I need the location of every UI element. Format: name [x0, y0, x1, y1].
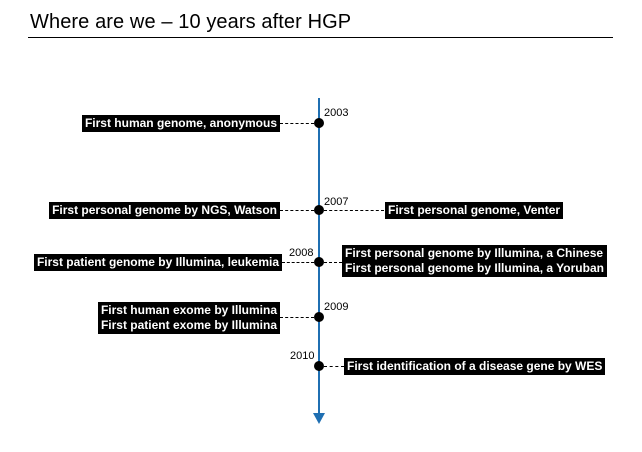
year-label-2010: 2010	[290, 350, 315, 362]
milestone-dot-2003	[314, 118, 324, 128]
timeline-axis	[318, 98, 320, 414]
event-text: First personal genome by Illumina, a Yor…	[345, 261, 604, 275]
connector-2007-left	[280, 210, 314, 211]
title-underline	[28, 37, 613, 38]
event-chinese-yoruban-genomes: First personal genome by Illumina, a Chi…	[342, 245, 607, 277]
event-watson-genome: First personal genome by NGS, Watson	[49, 202, 280, 219]
timeline-arrowhead	[313, 413, 325, 424]
milestone-dot-2008	[314, 257, 324, 267]
connector-2008-left	[282, 262, 314, 263]
event-text: First patient genome by Illumina, leukem…	[36, 255, 279, 269]
event-venter-genome: First personal genome, Venter	[385, 202, 564, 219]
event-first-exomes: First human exome by Illumina First pati…	[97, 302, 280, 334]
year-label-2009: 2009	[324, 301, 349, 313]
event-text: First human genome, anonymous	[84, 116, 277, 130]
event-text: First identification of a disease gene b…	[347, 359, 603, 373]
year-label-2003: 2003	[324, 107, 349, 119]
year-label-2008: 2008	[289, 247, 314, 259]
event-text: First personal genome, Venter	[388, 203, 561, 217]
slide-title: Where are we – 10 years after HGP	[30, 11, 352, 33]
connector-2009-left	[280, 317, 314, 318]
milestone-dot-2007	[314, 205, 324, 215]
event-text: First human exome by Illumina	[100, 303, 277, 317]
event-text: First patient exome by Illumina	[100, 318, 277, 332]
event-leukemia-genome: First patient genome by Illumina, leukem…	[33, 254, 282, 271]
connector-2007-right	[324, 210, 384, 211]
event-disease-gene-wes: First identification of a disease gene b…	[344, 358, 606, 375]
milestone-dot-2010	[314, 361, 324, 371]
milestone-dot-2009	[314, 312, 324, 322]
event-text: First personal genome by Illumina, a Chi…	[345, 246, 604, 260]
connector-2003-left	[280, 123, 314, 124]
event-text: First personal genome by NGS, Watson	[52, 203, 277, 217]
connector-2008-right	[324, 262, 342, 263]
year-label-2007: 2007	[324, 196, 349, 208]
event-first-human-genome: First human genome, anonymous	[81, 115, 280, 132]
connector-2010-right	[324, 366, 344, 367]
